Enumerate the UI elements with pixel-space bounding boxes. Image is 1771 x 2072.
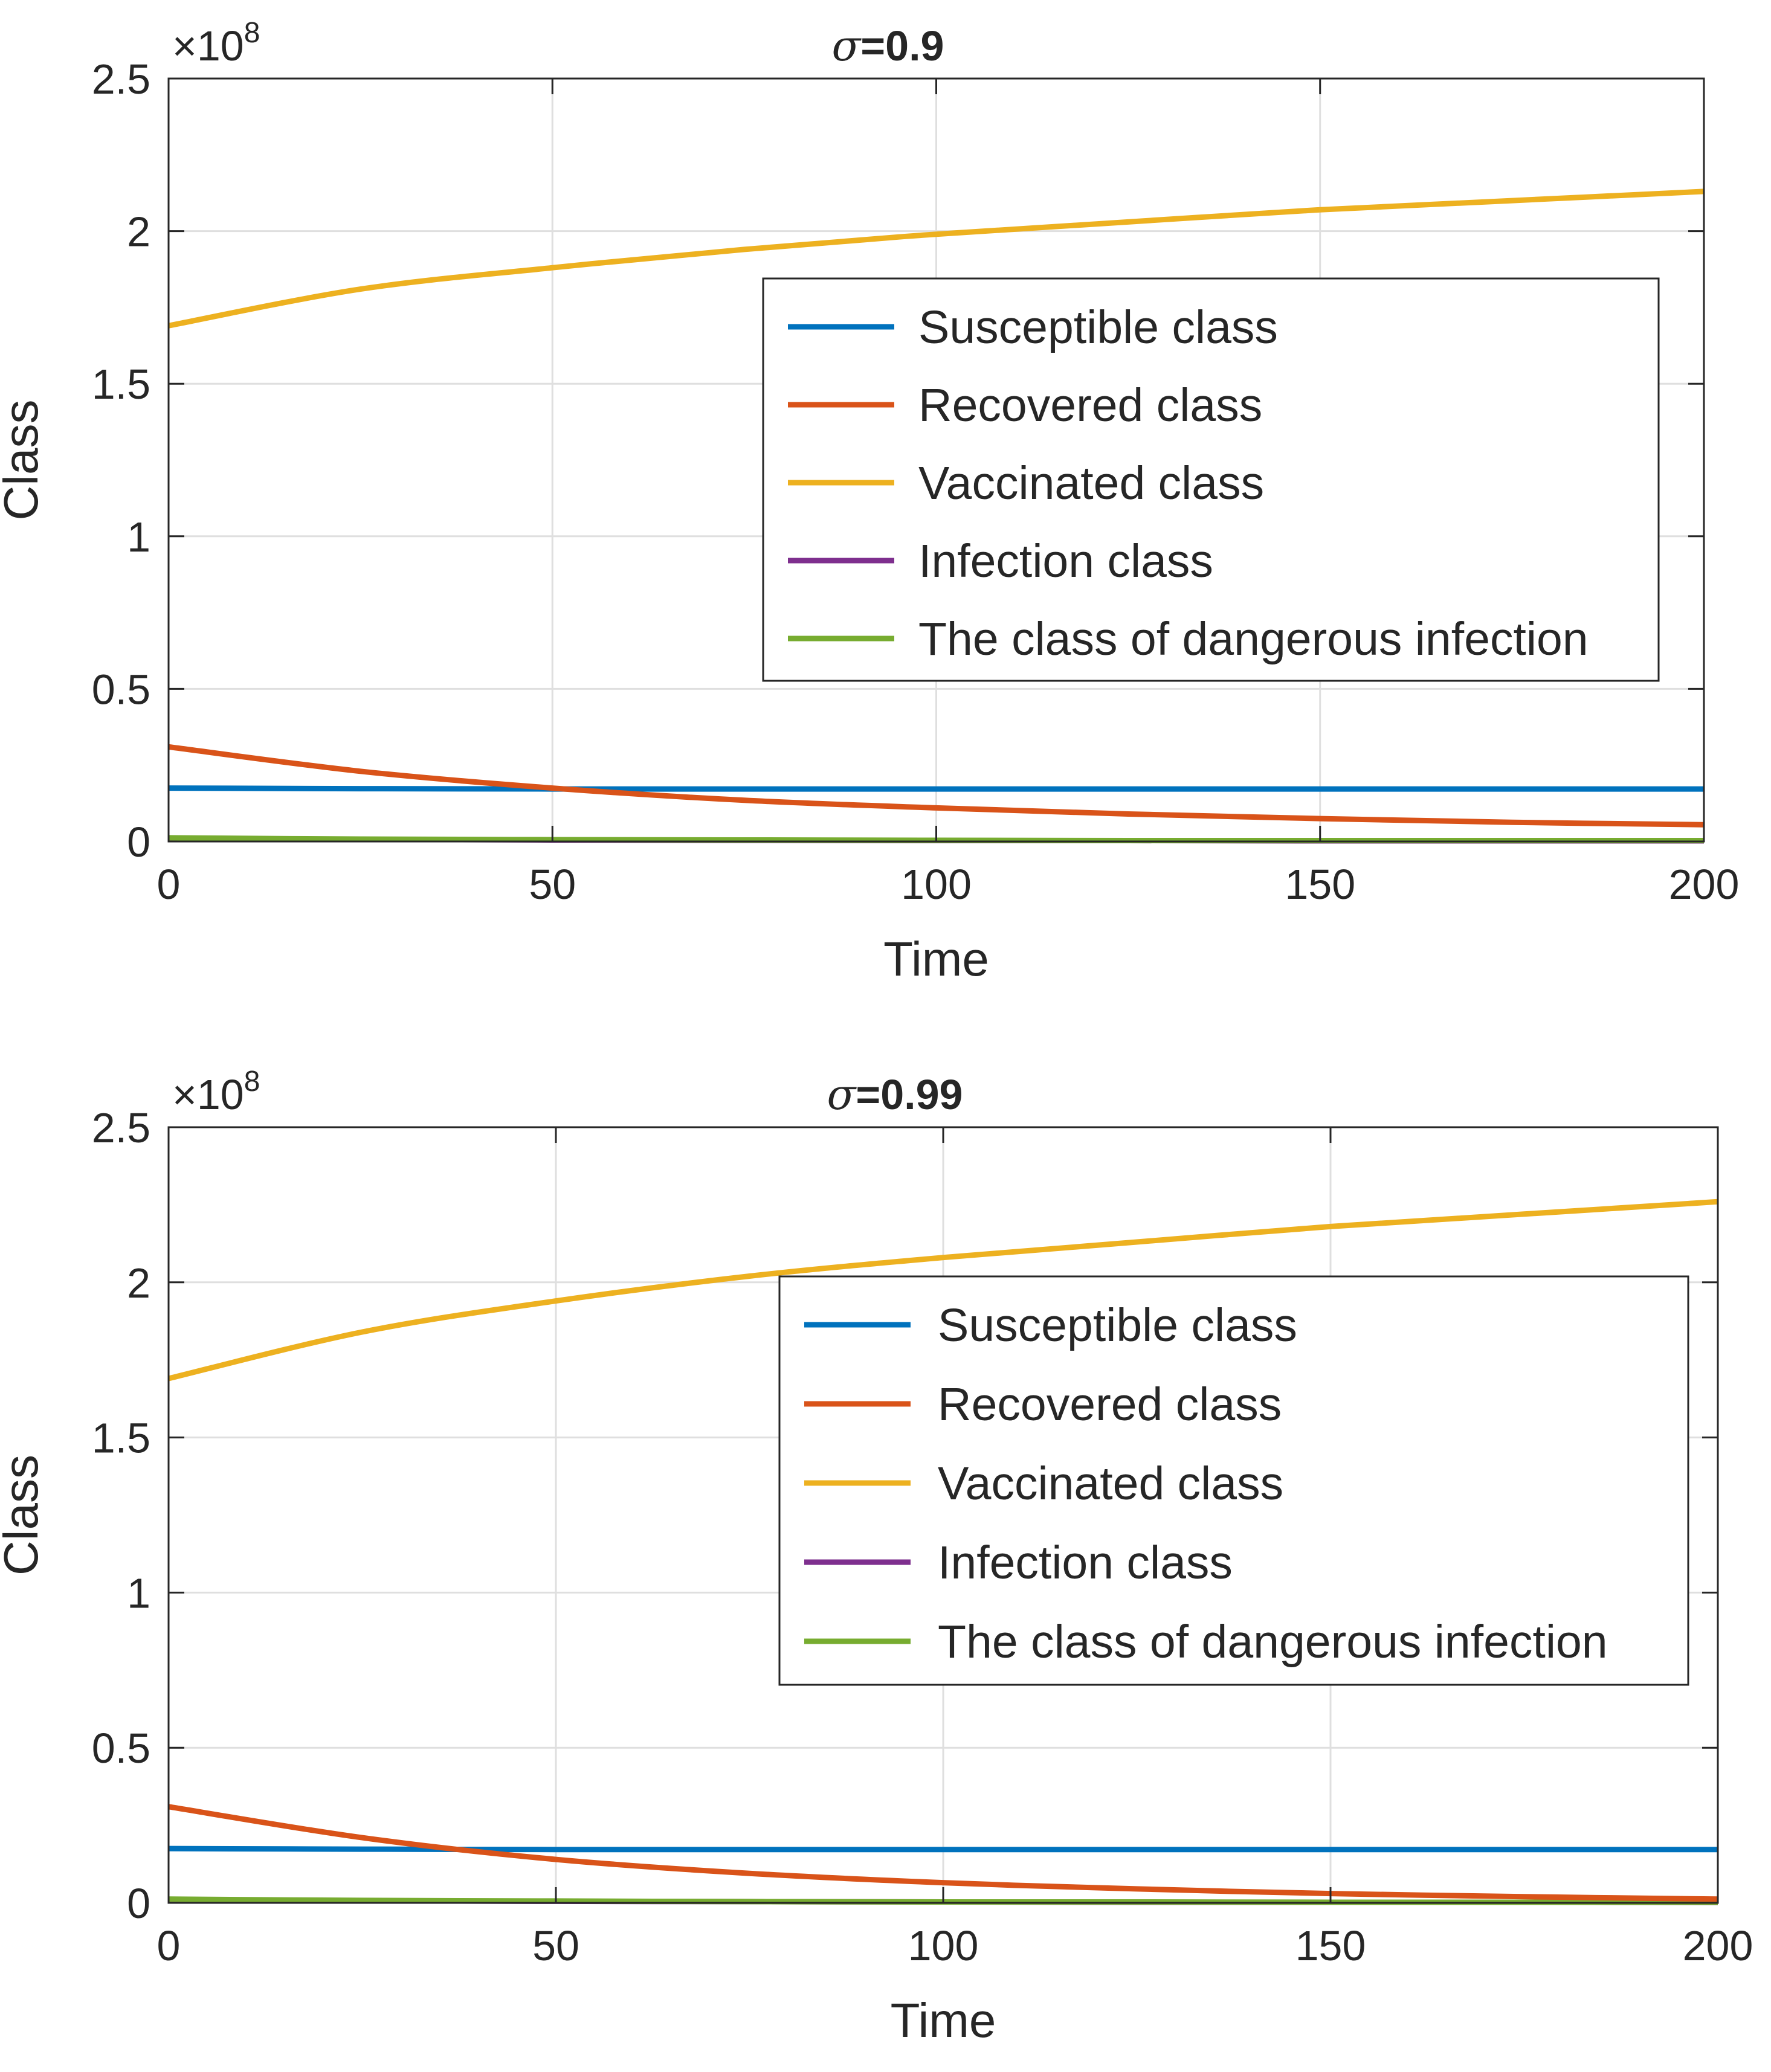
y-tick-label: 2.5 — [92, 1104, 150, 1151]
series-line-recovered-class — [168, 744, 1705, 828]
x-tick-label: 100 — [901, 861, 972, 908]
chart-title: σ=0.99 — [827, 1070, 963, 1119]
chart-panel-sigma-0.99: 0 50 100 150 200 0 0.5 1 1.5 2 2.5 σ=0.99 Time Cla… — [0, 1066, 1753, 2047]
y-tick-label: 1.5 — [92, 1415, 150, 1462]
y-tick-label: 0 — [127, 819, 150, 866]
y-tick-label: 2.5 — [92, 56, 150, 103]
legend-label-dangerous-infection: The class of dangerous infection — [938, 1616, 1608, 1668]
y-tick-label: 0 — [127, 1880, 150, 1927]
legend-box — [762, 277, 1660, 682]
x-tick-label: 0 — [157, 1922, 181, 1969]
legend-label-susceptible: Susceptible class — [938, 1299, 1297, 1351]
title-sigma-value: =0.9 — [860, 22, 944, 69]
x-tick-label: 150 — [1295, 1922, 1366, 1969]
legend: Susceptible class Recovered class Vaccin… — [762, 277, 1660, 682]
y-tick-label: 0.5 — [92, 1725, 150, 1772]
exponent-base: ×10 — [172, 1071, 244, 1118]
legend-label-infection: Infection class — [938, 1537, 1233, 1589]
y-exponent-label: ×108 — [172, 1066, 260, 1118]
y-tick-label: 1 — [127, 1569, 150, 1617]
legend-label-vaccinated: Vaccinated class — [918, 457, 1264, 509]
series-line-vaccinated-class — [167, 1198, 1718, 1382]
y-tick-label: 2 — [127, 1260, 150, 1307]
legend-box — [778, 1275, 1689, 1686]
legend-label-vaccinated: Vaccinated class — [938, 1458, 1283, 1510]
legend-label-recovered: Recovered class — [918, 379, 1262, 431]
x-tick-label: 200 — [1669, 861, 1740, 908]
x-axis-label: Time — [891, 1993, 996, 2047]
title-sigma-value: =0.99 — [856, 1071, 963, 1118]
y-tick-label: 0.5 — [92, 666, 150, 713]
exponent-power: 8 — [244, 17, 260, 49]
y-tick-label: 1.5 — [92, 361, 150, 408]
y-tick-label: 2 — [127, 208, 150, 256]
title-sigma-symbol: σ — [827, 1070, 857, 1119]
x-tick-label: 200 — [1683, 1922, 1753, 1969]
legend-label-susceptible: Susceptible class — [918, 301, 1278, 353]
exponent-power: 8 — [244, 1066, 260, 1098]
x-tick-label: 0 — [157, 861, 181, 908]
series-line-susceptible-class — [168, 785, 1704, 792]
y-tick-label: 1 — [127, 513, 150, 561]
legend: Susceptible class Recovered class Vaccin… — [778, 1275, 1689, 1686]
y-axis-label: Class — [0, 1455, 48, 1575]
x-tick-label: 150 — [1285, 861, 1355, 908]
legend-label-dangerous-infection: The class of dangerous infection — [918, 613, 1589, 665]
exponent-base: ×10 — [172, 22, 244, 69]
x-tick-label: 50 — [532, 1922, 579, 1969]
series-line-vaccinated-class — [168, 188, 1705, 329]
series-line-susceptible-class — [168, 1845, 1718, 1853]
chart-panel-sigma-0.9: 0 50 100 150 200 0 0.5 1 1.5 2 2.5 σ=0.9 Time Clas… — [0, 17, 1739, 986]
x-axis-label: Time — [883, 932, 989, 986]
x-tick-label: 50 — [529, 861, 576, 908]
legend-label-infection: Infection class — [918, 535, 1213, 587]
y-axis-label: Class — [0, 399, 48, 520]
x-tick-label: 100 — [908, 1922, 979, 1969]
chart-title: σ=0.9 — [832, 21, 944, 71]
legend-label-recovered: Recovered class — [938, 1379, 1282, 1430]
title-sigma-symbol: σ — [832, 21, 862, 71]
y-exponent-label: ×108 — [172, 17, 260, 69]
series-line-recovered-class — [168, 1804, 1718, 1902]
